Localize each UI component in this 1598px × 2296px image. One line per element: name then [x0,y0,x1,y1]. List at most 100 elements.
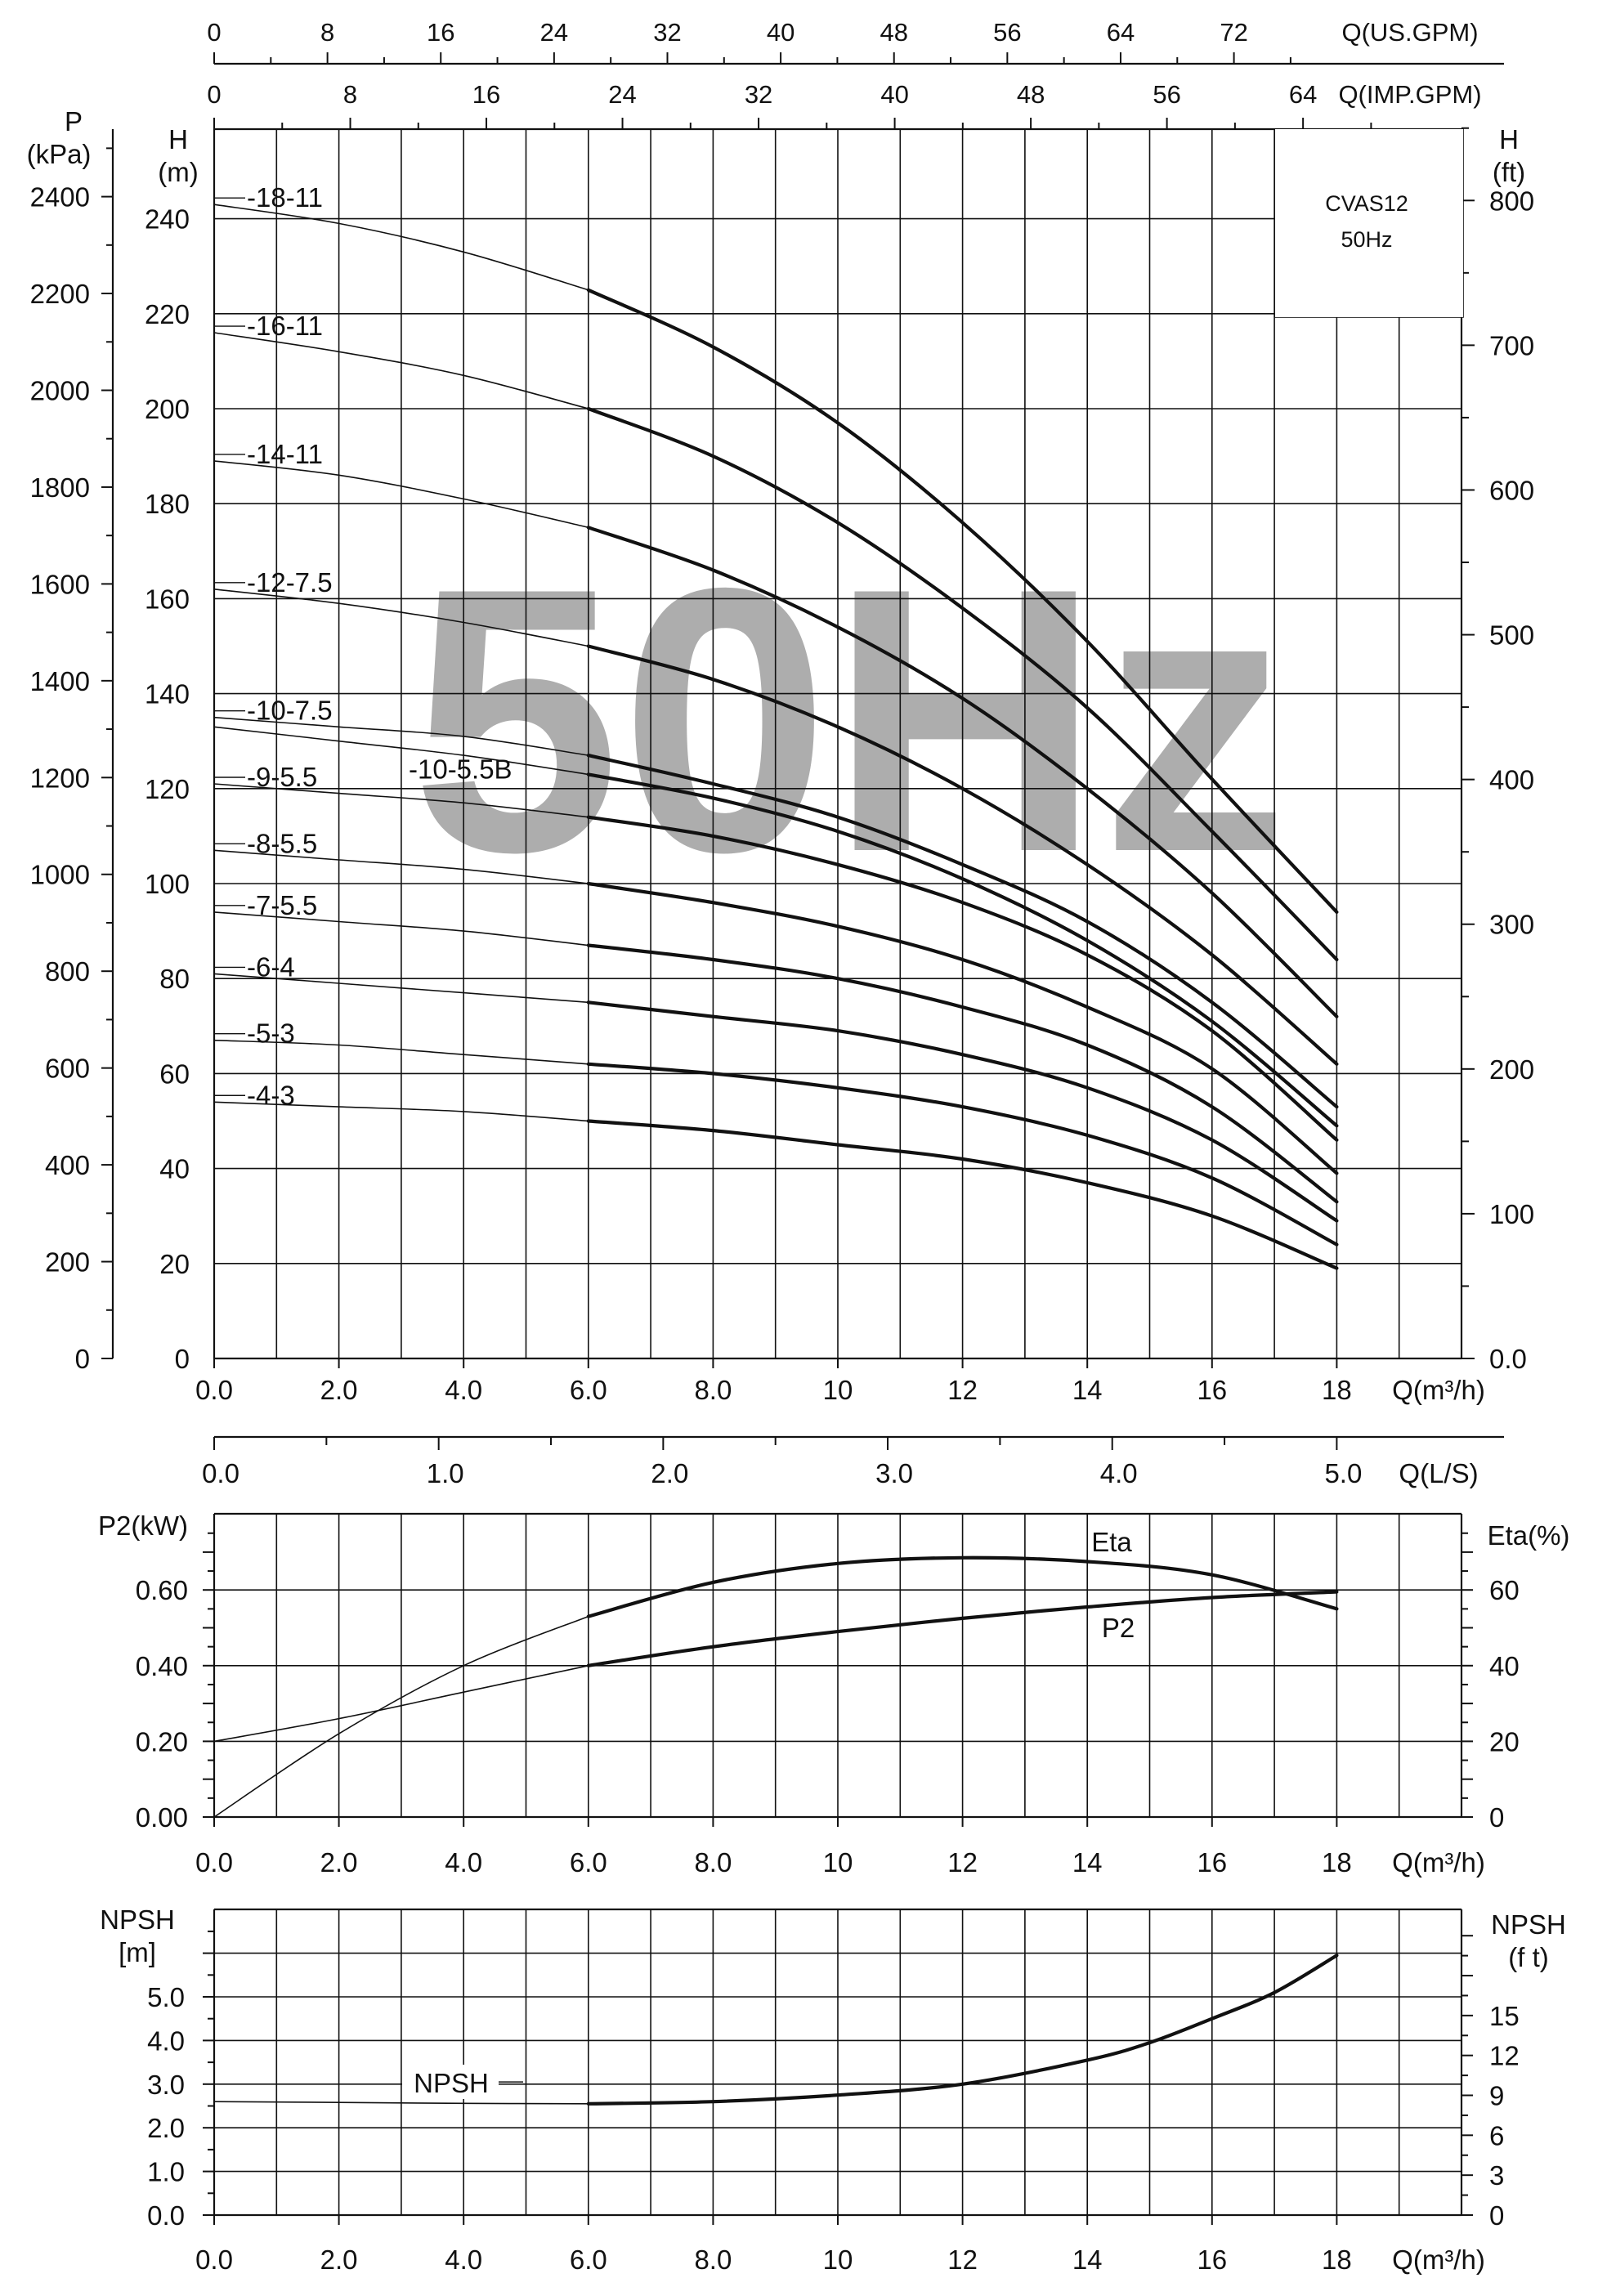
pressure-axis-unit: (kPa) [27,139,92,169]
npsh-tick-label: 0.0 [147,2200,185,2231]
series-label: -12-7.5 [247,567,333,597]
head-curve-thin [213,1039,589,1065]
power-x-tick-label: 2.0 [320,1847,358,1878]
pressure-axis-label: P [65,106,83,137]
head-x-tick-label: 2.0 [320,1375,358,1405]
ft-tick-label: 300 [1489,910,1534,940]
impgpm-tick-label: 16 [472,80,500,109]
head-curve-thin [213,973,589,1004]
npsh-x-tick-label: 8.0 [694,2245,732,2275]
head-curve--10-5_5B [586,772,1339,1128]
pressure-tick-label: 400 [45,1150,90,1180]
usgpm-tick-label: 64 [1107,18,1135,47]
series-label: -16-11 [247,311,323,341]
head-y-tick-label: 100 [145,869,190,899]
head-y-tick-label: 60 [159,1058,190,1089]
head-x-tick-label: 14 [1072,1375,1103,1405]
ft-tick-label: 100 [1489,1199,1534,1229]
npsh-x-tick-label: 14 [1072,2245,1103,2275]
head-y-tick-label: 0 [175,1344,190,1374]
npsh-series-label: NPSH [414,2068,489,2098]
power-x-tick-label: 14 [1072,1847,1103,1878]
head-y-tick-label: 160 [145,584,190,614]
head-curve-thin [213,332,589,410]
power-x-tick-label: 16 [1197,1847,1227,1878]
pressure-tick-label: 1000 [30,860,90,890]
npsh-x-tick-label: 2.0 [320,2245,358,2275]
head-curve--8-5_5 [586,881,1339,1175]
power-x-tick-label: 8.0 [694,1847,732,1878]
impgpm-axis-label: Q(IMP.GPM) [1338,80,1481,109]
npsh-x-tick-label: 4.0 [445,2245,482,2275]
pressure-tick-label: 1400 [30,666,90,696]
npsh-ft-tick-label: 15 [1489,2001,1520,2031]
impgpm-tick-label: 32 [745,80,772,109]
eta-tick-label: 0 [1489,1802,1504,1833]
npsh-tick-label: 5.0 [147,1982,185,2012]
pressure-tick-label: 2200 [30,279,90,309]
pressure-tick-label: 200 [45,1247,90,1278]
head-curve--14-11 [586,526,1339,1018]
impgpm-tick-label: 64 [1289,80,1317,109]
model-box: CVAS12 50Hz [1275,129,1463,317]
head-y-tick-label: 180 [145,489,190,519]
series-label: -7-5.5 [247,890,317,920]
usgpm-tick-label: 0 [207,18,221,47]
pressure-tick-label: 1200 [30,763,90,793]
npsh-tick-label: 3.0 [147,2070,185,2100]
head-curve-thin [213,589,589,647]
head-curve--4-3 [586,1119,1339,1270]
head-curve--7-5_5 [586,943,1339,1204]
series-label: -5-3 [247,1018,295,1049]
pressure-tick-label: 2000 [30,375,90,405]
head-x-tick-label: 12 [947,1375,978,1405]
head-x-tick-label: 4.0 [445,1375,482,1405]
npsh-curve-thin [213,2101,589,2105]
impgpm-tick-label: 40 [880,80,908,109]
head-curve--16-11 [586,406,1339,962]
ft-tick-label: 800 [1489,186,1534,216]
p2-series-label: P2 [1102,1613,1135,1643]
head-curve-thin [213,1101,589,1122]
pressure-tick-label: 1800 [30,472,90,503]
model-frequency: 50Hz [1341,227,1392,252]
impgpm-tick-label: 48 [1017,80,1045,109]
ls-tick-label: 3.0 [875,1458,913,1488]
head-curve-thin [213,911,589,947]
usgpm-axis-label: Q(US.GPM) [1341,18,1478,47]
ls-tick-label: 5.0 [1324,1458,1362,1488]
head-curve--9-5_5 [586,815,1339,1142]
pressure-tick-label: 0 [75,1344,90,1374]
usgpm-tick-label: 24 [540,18,568,47]
npsh-x-tick-label: 18 [1322,2245,1352,2275]
power-x-tick-label: 0.0 [195,1847,233,1878]
head-curve--12-7_5 [586,644,1339,1066]
npsh-x-tick-label: 0.0 [195,2245,233,2275]
npsh-tick-label: 2.0 [147,2113,185,2143]
head-curve-thin [213,460,589,529]
usgpm-tick-label: 48 [880,18,907,47]
npsh-ft-tick-label: 12 [1489,2041,1520,2071]
head-y-tick-label: 140 [145,679,190,709]
npsh-x-tick-label: 10 [823,2245,853,2275]
power-tick-label: 0.40 [136,1651,188,1681]
series-label: -10-5.5B [409,754,513,785]
usgpm-tick-label: 56 [993,18,1021,47]
head-x-tick-label: 18 [1322,1375,1352,1405]
series-label: -6-4 [247,951,295,982]
npsh-ft-tick-label: 0 [1489,2200,1504,2231]
impgpm-tick-label: 0 [207,80,221,109]
head-y-tick-label: 240 [145,204,190,235]
head-curve--6-4 [586,1000,1339,1223]
pressure-tick-label: 800 [45,956,90,987]
head-x-tick-label: 8.0 [694,1375,732,1405]
head-y-axis-unit: (m) [158,157,198,187]
head-x-tick-label: 10 [823,1375,853,1405]
power-x-tick-label: 10 [823,1847,853,1878]
head-curve-thin [213,716,589,756]
model-name: CVAS12 [1325,191,1408,216]
power-curve-thin [213,1665,589,1743]
ft-axis-label: H [1499,124,1519,154]
impgpm-tick-label: 24 [608,80,636,109]
series-label: -8-5.5 [247,828,317,858]
